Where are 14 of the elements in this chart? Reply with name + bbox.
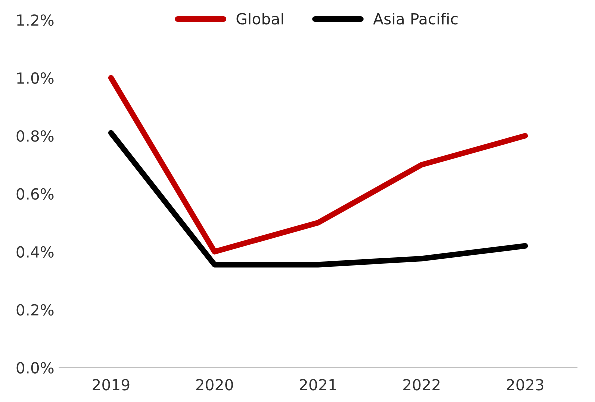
legend-label: Asia Pacific	[373, 12, 458, 25]
y-tick-label: 0.8%	[16, 130, 54, 142]
x-tick-label: 2023	[507, 379, 544, 391]
y-tick-label: 0.4%	[16, 246, 54, 258]
x-tick-label: 2020	[196, 379, 234, 391]
x-tick-label: 2019	[92, 379, 130, 391]
y-tick-label: 1.0%	[18, 72, 54, 84]
x-tick-label: 2021	[300, 379, 336, 391]
y-tick-label: 0.6%	[16, 188, 54, 200]
y-tick-label: 1.2%	[18, 14, 54, 26]
y-tick-label: 0.0%	[16, 362, 54, 374]
legend-label: Global	[236, 12, 284, 25]
x-tick-label: 2022	[404, 379, 440, 391]
y-tick-label: 0.2%	[16, 304, 54, 316]
